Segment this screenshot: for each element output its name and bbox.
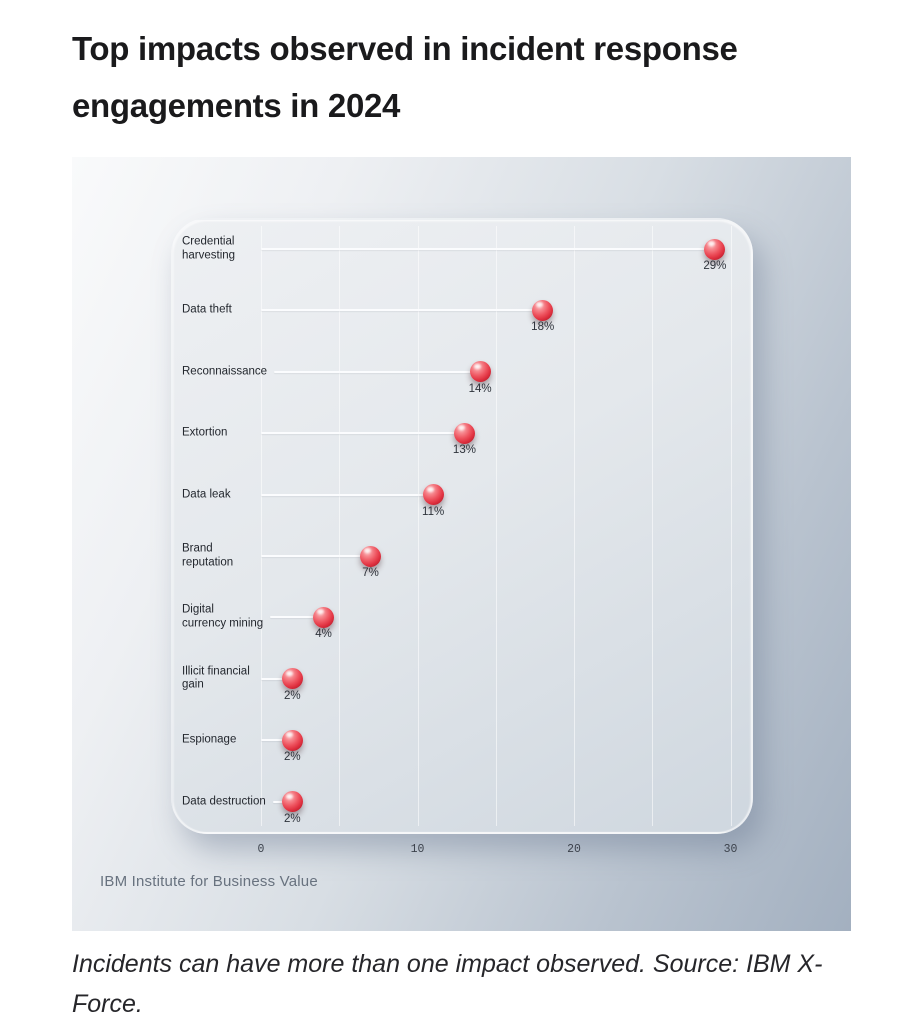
lollipop-line <box>261 677 293 680</box>
value-label: 11% <box>422 505 445 518</box>
gridline <box>495 226 497 826</box>
figure-caption: Incidents can have more than one impact … <box>72 950 823 1018</box>
lollipop-line <box>270 616 324 619</box>
x-tick-label: 30 <box>723 843 738 856</box>
chart-panel: Credential harvesting 29% Data theft 18% Reco… <box>171 218 753 834</box>
value-label: 2% <box>283 812 301 825</box>
gridline <box>652 226 654 826</box>
figure-panel: Credential harvesting 29% Data theft 18% Reco… <box>72 157 851 931</box>
category-label: Data destruction <box>182 794 266 807</box>
category-label: Credential harvesting <box>182 235 236 262</box>
data-point-dot <box>453 422 475 444</box>
data-point-dot <box>704 238 726 260</box>
data-point-dot <box>422 484 444 506</box>
gridline <box>417 226 419 826</box>
page-title: Top impacts observed in incident respons… <box>72 30 738 124</box>
value-label: 4% <box>315 628 332 641</box>
lollipop-line <box>261 432 465 435</box>
category-label: Data theft <box>182 303 232 316</box>
value-label: 2% <box>283 689 301 702</box>
x-tick-label: 0 <box>257 843 265 856</box>
value-label: 13% <box>452 444 476 457</box>
data-point-dot <box>281 729 303 751</box>
category-label: Data leak <box>182 487 231 500</box>
category-label: Illicit financial gain <box>182 665 250 691</box>
gridline <box>574 226 575 826</box>
x-tick-label: 20 <box>567 843 581 856</box>
lollipop-line <box>261 555 371 557</box>
data-point-dot <box>313 606 335 628</box>
lollipop-line <box>261 493 434 496</box>
x-axis: 0 10 20 30 <box>72 843 851 859</box>
data-point-dot <box>281 668 303 690</box>
data-point-dot <box>360 545 382 567</box>
data-point-dot <box>469 361 491 383</box>
lollipop-line <box>261 309 543 312</box>
lollipop-line <box>261 739 293 742</box>
gridline <box>261 226 262 826</box>
value-label: 14% <box>468 382 492 395</box>
value-label: 7% <box>362 567 379 579</box>
category-label: Extortion <box>182 426 228 439</box>
category-label: Reconnaissance <box>182 365 268 378</box>
category-label: Digital currency mining <box>182 603 264 630</box>
source-attribution: IBM Institute for Business Value <box>100 873 318 890</box>
data-point-dot <box>281 791 303 813</box>
value-label: 29% <box>703 260 727 272</box>
category-label: Espionage <box>182 733 237 746</box>
gridline <box>730 226 732 826</box>
gridline <box>339 226 341 826</box>
data-point-dot <box>532 299 554 321</box>
value-label: 18% <box>531 321 555 334</box>
lollipop-line <box>261 248 715 250</box>
x-tick-label: 10 <box>410 843 425 856</box>
value-label: 2% <box>283 751 301 764</box>
category-label: Brand reputation <box>182 542 234 569</box>
lollipop-line <box>274 370 481 373</box>
